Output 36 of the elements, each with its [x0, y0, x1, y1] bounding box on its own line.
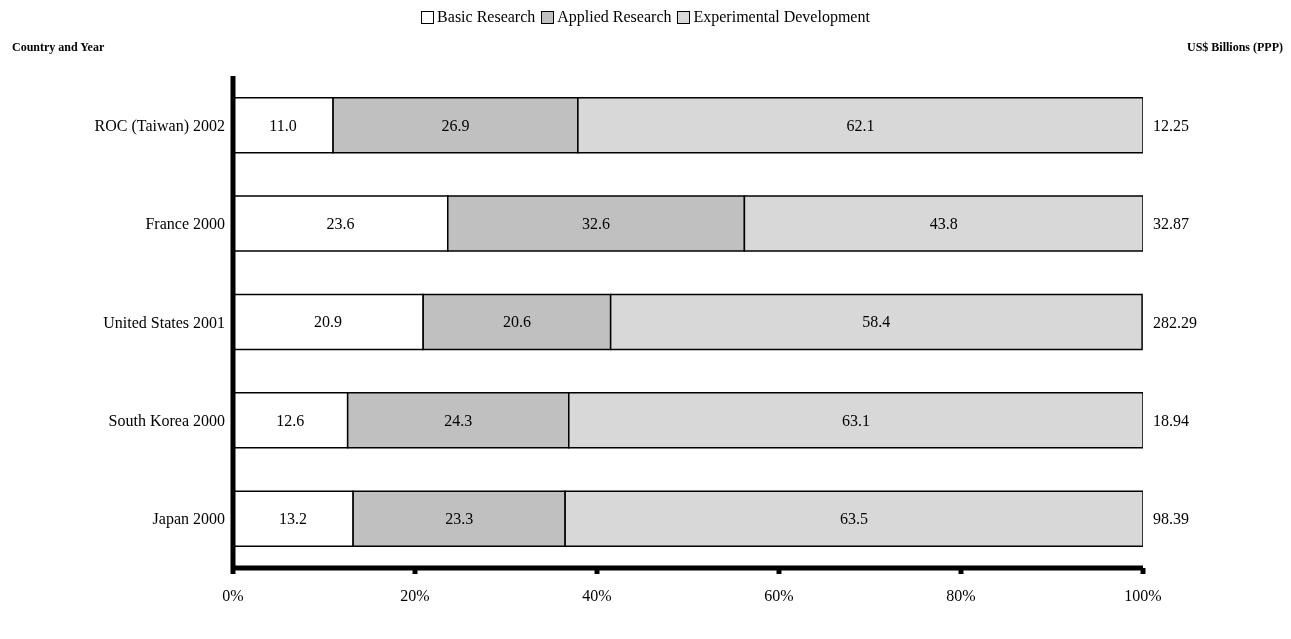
- y-tick-label: France 2000: [145, 215, 225, 233]
- legend-label: Basic Research: [437, 8, 536, 26]
- data-label: 63.5: [840, 510, 869, 528]
- data-label: 20.6: [502, 313, 531, 331]
- data-label: 63.1: [841, 411, 870, 429]
- text: 98.39: [1153, 510, 1189, 528]
- y-tick-label: United States 2001: [103, 313, 225, 331]
- text: 18.94: [1153, 412, 1189, 430]
- data-label: 26.9: [441, 116, 470, 134]
- y-axis-title: Country and Year: [12, 40, 105, 55]
- text: 32.87: [1153, 215, 1189, 233]
- x-tick-label: 80%: [946, 587, 976, 605]
- data-label: 24.3: [444, 411, 473, 429]
- data-label: 43.8: [929, 215, 958, 233]
- x-tick-label: 60%: [764, 587, 794, 605]
- y-tick-label: ROC (Taiwan) 2002: [94, 116, 225, 135]
- text: 282.29: [1153, 313, 1197, 331]
- legend-label: Applied Research: [557, 8, 672, 26]
- x-tick-label: 100%: [1124, 587, 1162, 605]
- x-tick-label: 40%: [582, 587, 612, 605]
- y2-axis-title: US$ Billions (PPP): [1186, 40, 1283, 55]
- data-label: 13.2: [279, 510, 308, 528]
- data-label: 23.6: [326, 215, 355, 233]
- data-label: 23.3: [445, 510, 474, 528]
- data-label: 12.6: [276, 411, 305, 429]
- x-tick-label: 0%: [222, 587, 244, 605]
- data-label: 20.9: [314, 313, 343, 331]
- x-tick-label: 20%: [400, 587, 430, 605]
- y-tick-label: Japan 2000: [152, 510, 225, 529]
- y-tick-label: South Korea 2000: [108, 412, 225, 430]
- data-label: 32.6: [582, 215, 611, 233]
- text: 12.25: [1153, 116, 1189, 134]
- data-label: 62.1: [846, 116, 875, 134]
- data-label: 58.4: [862, 313, 891, 331]
- data-label: 11.0: [269, 116, 297, 134]
- legend-label: Experimental Development: [693, 8, 870, 26]
